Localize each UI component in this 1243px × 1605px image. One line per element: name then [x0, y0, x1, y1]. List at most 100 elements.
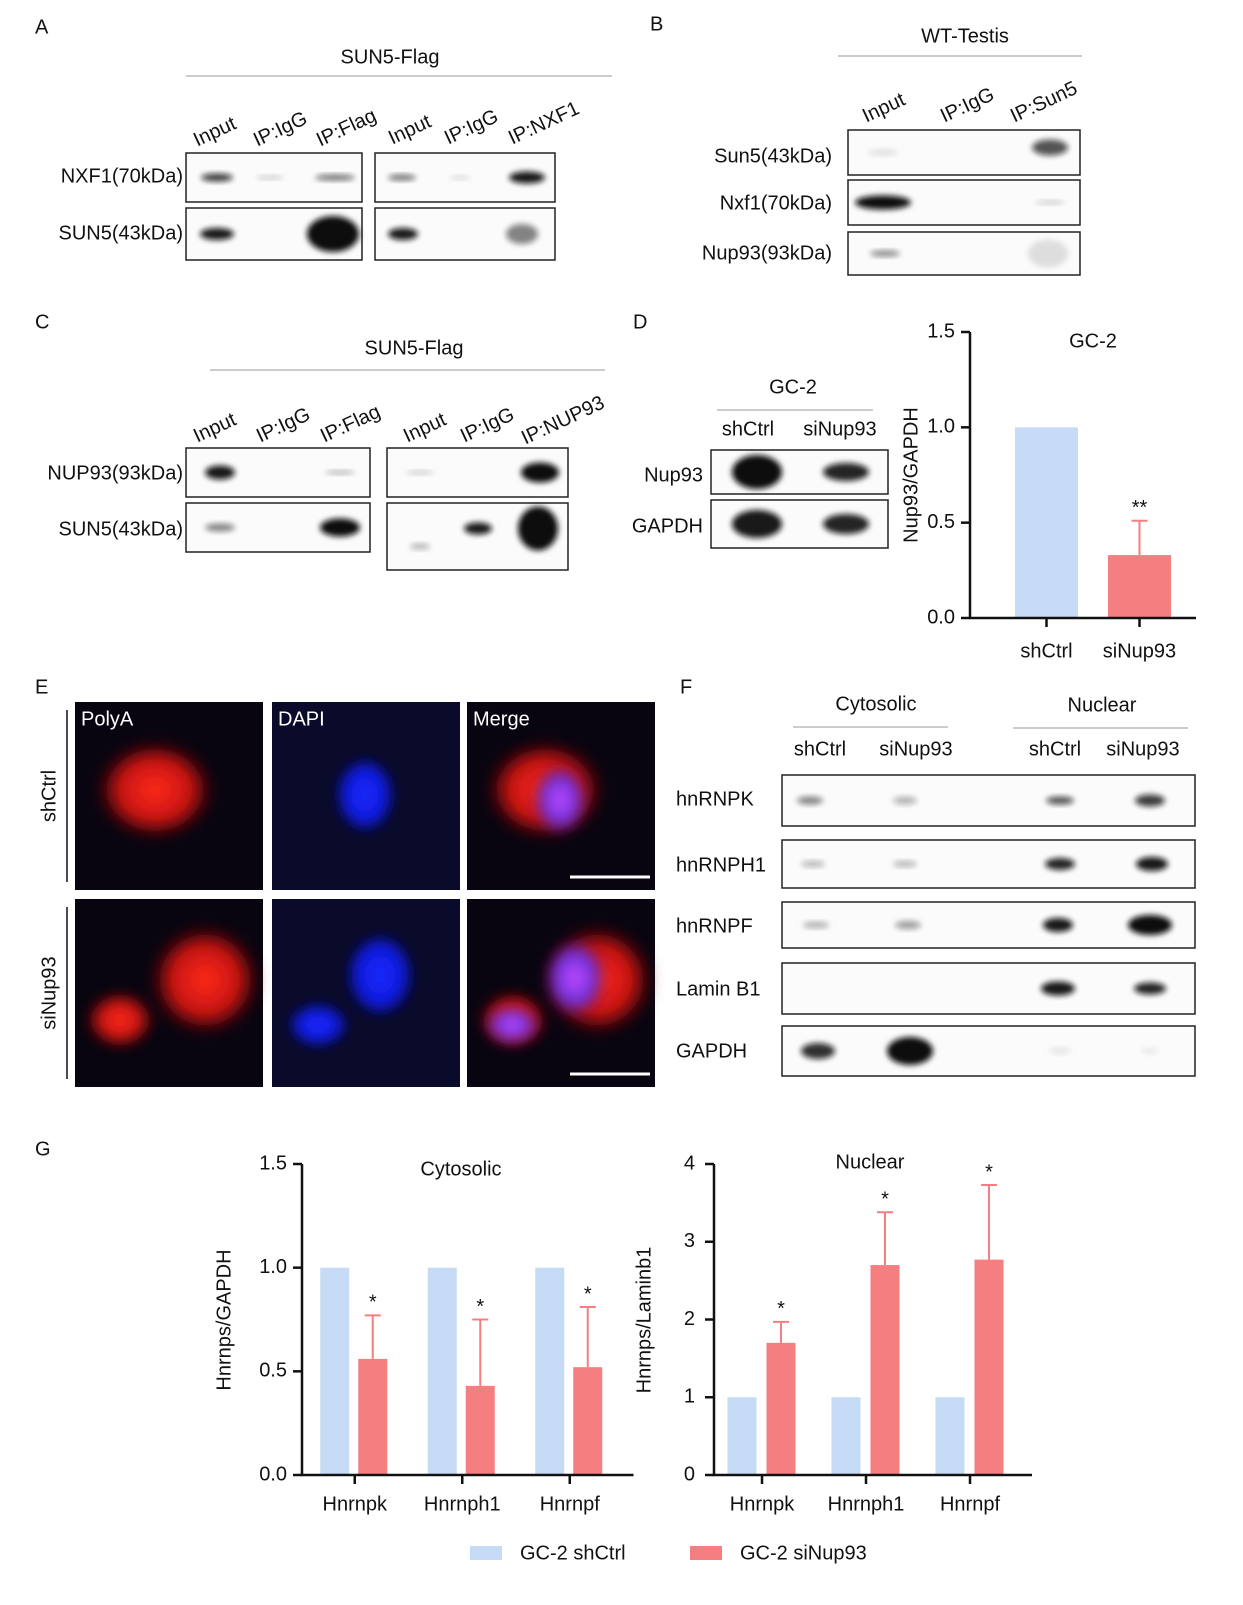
band	[855, 195, 911, 210]
band	[388, 228, 418, 240]
band	[801, 1043, 835, 1059]
cell	[84, 990, 156, 1050]
x-tick-label: shCtrl	[1020, 640, 1072, 662]
bar	[935, 1397, 965, 1475]
y-tick-label: 3	[684, 1230, 695, 1252]
error-bar	[773, 1320, 789, 1343]
chart-title: Cytosolic	[420, 1158, 501, 1180]
band	[1041, 981, 1075, 996]
axes	[712, 1164, 1032, 1477]
lane-label: IP:Flag	[317, 401, 384, 448]
cell	[288, 1003, 348, 1047]
lane-label: Input	[385, 110, 435, 149]
row-label: SUN5(43kDa)	[59, 518, 183, 540]
error-bar	[877, 1211, 893, 1266]
blot-strip	[847, 231, 1081, 276]
band	[205, 523, 235, 532]
lane-label: IP:Flag	[313, 105, 380, 152]
bar	[427, 1267, 457, 1475]
lane-label: Input	[190, 112, 240, 151]
band	[406, 470, 434, 475]
bar	[320, 1267, 350, 1475]
band	[870, 250, 900, 257]
row-label: hnRNPK	[676, 788, 754, 810]
lane-label: Input	[400, 408, 450, 447]
bar	[573, 1367, 603, 1475]
band	[410, 543, 430, 550]
row-label: Lamin B1	[676, 978, 761, 1000]
bar	[727, 1397, 757, 1475]
band	[1043, 918, 1073, 932]
significance: *	[584, 1283, 592, 1305]
significance: *	[777, 1298, 785, 1320]
band	[1028, 239, 1068, 268]
panel-letter: D	[633, 311, 647, 333]
blot-strip	[185, 207, 363, 261]
row-label: hnRNPH1	[676, 854, 766, 876]
significance: *	[476, 1296, 484, 1318]
axes	[968, 332, 1196, 620]
lane-label: IP:NXF1	[505, 97, 583, 149]
blot-frame	[781, 1025, 1196, 1077]
blot-strip	[781, 901, 1196, 949]
x-tick-label: siNup93	[1103, 640, 1176, 662]
column-label: DAPI	[278, 708, 325, 730]
band	[803, 922, 829, 928]
blot-frame	[781, 901, 1196, 949]
x-tick-label: Hnrnph1	[828, 1493, 905, 1515]
blot-strip	[847, 129, 1081, 176]
bar	[535, 1267, 565, 1475]
blot-frame	[781, 839, 1196, 889]
panel-letter: G	[35, 1138, 51, 1160]
band	[388, 174, 416, 181]
column-label: PolyA	[81, 708, 134, 730]
blot-frame	[781, 962, 1196, 1015]
x-tick-label: Hnrnpk	[730, 1493, 795, 1515]
y-tick-label: 1.5	[927, 320, 955, 342]
bar	[831, 1397, 861, 1475]
y-tick-label: 0.0	[927, 606, 955, 628]
lane-label: shCtrl	[1029, 738, 1081, 760]
significance: **	[1132, 497, 1148, 519]
row-label: Nup93(93kDa)	[702, 242, 832, 264]
band	[893, 861, 917, 867]
x-tick-label: Hnrnpf	[940, 1493, 1000, 1515]
band	[868, 149, 898, 156]
blot-strip	[185, 152, 363, 203]
lane-label: Input	[190, 408, 240, 447]
legend-label: GC-2 shCtrl	[520, 1542, 626, 1564]
bar	[766, 1342, 796, 1475]
y-tick-label: 0.5	[927, 511, 955, 533]
blot-strip	[386, 447, 569, 498]
band	[1141, 1048, 1159, 1054]
cell	[484, 1005, 540, 1045]
band	[1134, 982, 1166, 995]
legend-swatch	[470, 1546, 502, 1560]
column-label: Merge	[473, 708, 530, 730]
lane-label: shCtrl	[794, 738, 846, 760]
band	[1035, 200, 1065, 205]
band	[1136, 857, 1168, 871]
band	[895, 921, 921, 929]
significance: *	[369, 1292, 377, 1314]
band	[307, 216, 359, 252]
row-label: siNup93	[38, 956, 60, 1029]
lane-label: IP:IgG	[457, 403, 518, 447]
band	[521, 462, 559, 483]
band	[205, 465, 235, 480]
band	[1049, 1048, 1071, 1054]
blot-strip	[185, 447, 371, 498]
chart-title: GC-2	[1069, 330, 1117, 352]
micrograph	[467, 702, 655, 890]
blot-strip	[710, 449, 889, 495]
bar	[974, 1259, 1004, 1475]
band	[464, 522, 492, 535]
lane-label: IP:IgG	[441, 105, 502, 149]
row-label: GAPDH	[676, 1040, 747, 1062]
significance: *	[985, 1161, 993, 1183]
band	[256, 175, 284, 180]
panel-letter: E	[35, 676, 48, 698]
y-axis-label: Nup93/GAPDH	[900, 407, 922, 543]
panel-letter: A	[35, 16, 49, 38]
